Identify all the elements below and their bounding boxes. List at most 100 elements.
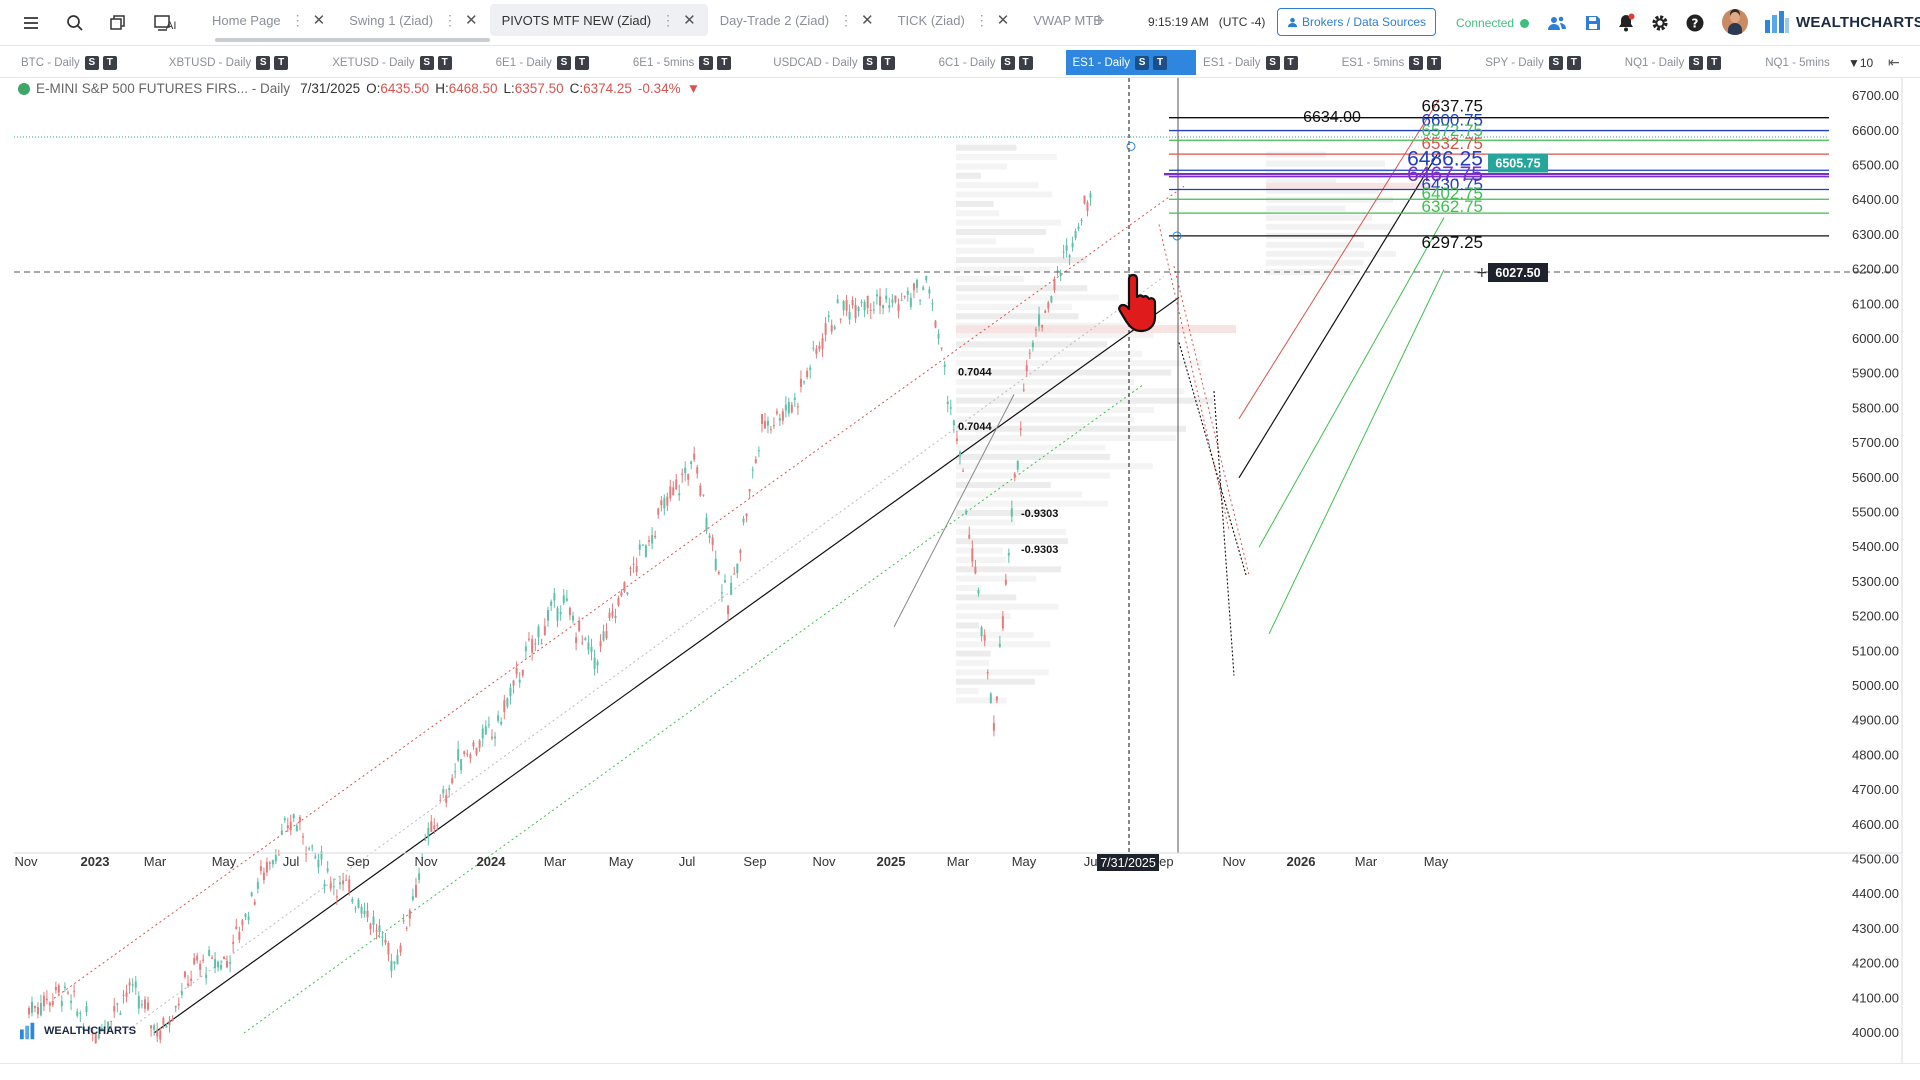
- template-badge[interactable]: T: [437, 55, 452, 70]
- tabs-scrollbar[interactable]: [215, 38, 490, 42]
- symbol-status-icon[interactable]: [18, 82, 30, 95]
- notifications-bell-icon[interactable]: [1614, 11, 1638, 35]
- settings-badge[interactable]: S: [1000, 55, 1015, 70]
- ai-assistant-icon[interactable]: AI: [148, 8, 182, 38]
- tab-swing-1[interactable]: Swing 1 (Ziad) ⋮ ✕: [337, 4, 489, 36]
- volume-profile-bar: [956, 538, 1068, 545]
- pivot-price-label: 6486.25: [1407, 148, 1483, 171]
- menu-icon[interactable]: [16, 8, 46, 38]
- community-icon[interactable]: [1545, 11, 1569, 35]
- symbol-tab-es1-daily-active[interactable]: ES1 - Daily S T: [1065, 50, 1197, 75]
- tab-tick[interactable]: TICK (Ziad) ⋮ ✕: [886, 4, 1022, 36]
- candle-body: [617, 598, 620, 606]
- candle-body: [424, 839, 427, 841]
- template-badge[interactable]: T: [1018, 55, 1033, 70]
- symbol-tab-spy-daily[interactable]: SPY - Daily S T: [1478, 50, 1618, 75]
- template-badge[interactable]: T: [880, 55, 895, 70]
- bottom-status-strip: [0, 1063, 1920, 1080]
- symbol-tab-6c1-daily[interactable]: 6C1 - Daily S T: [932, 50, 1066, 75]
- template-badge[interactable]: T: [1283, 55, 1298, 70]
- template-badge[interactable]: T: [1707, 55, 1722, 70]
- tab-options-icon[interactable]: ⋮: [443, 11, 458, 28]
- settings-badge[interactable]: S: [1265, 55, 1280, 70]
- close-icon[interactable]: ✕: [996, 12, 1010, 29]
- close-icon[interactable]: ✕: [465, 12, 478, 29]
- tab-label: Day-Trade 2 (Ziad): [719, 12, 830, 28]
- tab-options-icon[interactable]: ⋮: [661, 11, 676, 28]
- save-icon[interactable]: [1581, 11, 1605, 35]
- template-badge[interactable]: T: [1153, 55, 1168, 70]
- symbol-tab-xetusd-daily[interactable]: XETUSD - Daily S T: [325, 50, 488, 75]
- close-icon[interactable]: ✕: [683, 12, 696, 29]
- volume-profile-bar: [956, 407, 1154, 414]
- more-tabs-dropdown[interactable]: ▼10: [1848, 56, 1874, 70]
- symbol-tab-nq1-daily[interactable]: NQ1 - Daily S T: [1618, 50, 1758, 75]
- tab-home-page[interactable]: Home Page ⋮ ✕: [200, 4, 337, 36]
- candle-body: [387, 943, 390, 955]
- settings-badge[interactable]: S: [1135, 55, 1150, 70]
- candle-body: [657, 508, 660, 515]
- template-badge[interactable]: T: [717, 55, 732, 70]
- tab-day-trade-2[interactable]: Day-Trade 2 (Ziad) ⋮ ✕: [708, 4, 886, 36]
- wealthcharts-logo: WEALTHCHARTS: [1764, 10, 1920, 34]
- settings-badge[interactable]: S: [256, 55, 271, 70]
- price-chart[interactable]: 6637.75 6600.75 6572.75 6532.75 6634.00 6486.…: [14, 78, 1920, 1063]
- candle-body: [76, 1011, 79, 1016]
- settings-badge[interactable]: S: [1548, 55, 1563, 70]
- template-badge[interactable]: T: [102, 55, 117, 70]
- settings-gear-icon[interactable]: [1648, 11, 1672, 35]
- volume-profile-bar: [956, 463, 1153, 470]
- layouts-icon[interactable]: [102, 8, 132, 38]
- close-icon[interactable]: ✕: [312, 12, 326, 29]
- candle-body: [885, 295, 888, 300]
- symbol-tab-xbtusd-daily[interactable]: XBTUSD - Daily S T: [162, 50, 325, 75]
- settings-badge[interactable]: S: [419, 55, 434, 70]
- brokers-data-sources-button[interactable]: Brokers / Data Sources: [1277, 8, 1437, 36]
- symbol-tab-nq1-5mins[interactable]: NQ1 - 5mins: [1758, 50, 1837, 75]
- candle-body: [733, 573, 736, 575]
- symbol-tab-es1-daily[interactable]: ES1 - Daily S T: [1196, 50, 1335, 75]
- add-tab-button[interactable]: +: [1093, 10, 1105, 32]
- candle-body: [1022, 389, 1025, 391]
- search-icon[interactable]: [60, 8, 90, 38]
- settings-badge[interactable]: S: [84, 55, 99, 70]
- template-badge[interactable]: T: [574, 55, 589, 70]
- settings-badge[interactable]: S: [556, 55, 571, 70]
- candle-body: [955, 438, 958, 442]
- y-axis-tick-label: 4800.00: [1852, 747, 1899, 762]
- settings-badge[interactable]: S: [699, 55, 714, 70]
- symbol-tab-btc-daily[interactable]: BTC - Daily S T: [14, 50, 162, 75]
- candle-body: [1016, 460, 1019, 470]
- candle-body: [369, 923, 372, 930]
- tab-vwap-mtd[interactable]: VWAP MTD: [1021, 4, 1114, 36]
- tab-options-icon[interactable]: ⋮: [839, 11, 854, 28]
- tab-pivots-mtf-new[interactable]: PIVOTS MTF NEW (Ziad) ⋮ ✕: [489, 4, 708, 36]
- volume-profile-bar: [956, 472, 1111, 479]
- volume-profile-bar: [956, 491, 1082, 498]
- tab-options-icon[interactable]: ⋮: [974, 11, 989, 28]
- template-badge[interactable]: T: [1427, 55, 1442, 70]
- template-badge[interactable]: T: [1566, 55, 1581, 70]
- chart-legend: E-MINI S&P 500 FUTURES FIRS... - Daily 7…: [18, 81, 700, 96]
- candle-body: [681, 473, 684, 475]
- settings-badge[interactable]: S: [862, 55, 877, 70]
- candle-body: [1071, 243, 1074, 248]
- user-icon: [1287, 17, 1298, 27]
- symbol-tab-usdcad-daily[interactable]: USDCAD - Daily S T: [766, 50, 931, 75]
- candle-body: [599, 640, 602, 647]
- user-avatar[interactable]: [1722, 9, 1748, 35]
- crosshair-price-tag: [1488, 263, 1548, 282]
- settings-badge[interactable]: S: [1409, 55, 1424, 70]
- template-badge[interactable]: T: [274, 55, 289, 70]
- symbol-tab-6e1-daily[interactable]: 6E1 - Daily S T: [489, 50, 626, 75]
- legend-close-label: C:: [569, 81, 584, 96]
- collapse-panel-icon[interactable]: ⇤: [1888, 54, 1900, 70]
- candle-body: [259, 866, 262, 871]
- close-icon[interactable]: ✕: [861, 12, 874, 29]
- help-icon[interactable]: ?: [1683, 11, 1707, 35]
- tab-options-icon[interactable]: ⋮: [290, 11, 305, 28]
- symbol-tab-6e1-5mins[interactable]: 6E1 - 5mins S T: [626, 50, 766, 75]
- symbol-tab-es1-5mins[interactable]: ES1 - 5mins S T: [1335, 50, 1479, 75]
- settings-badge[interactable]: S: [1689, 55, 1704, 70]
